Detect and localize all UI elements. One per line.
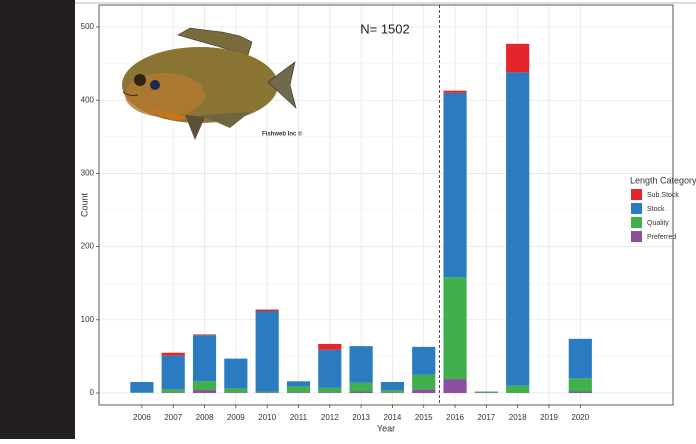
bar-segment (286, 386, 311, 393)
bar-segment (130, 392, 154, 393)
plot-border (98, 4, 674, 406)
bar-segment (474, 392, 498, 393)
legend-swatch (631, 203, 642, 214)
bar-segment (224, 392, 248, 393)
x-tick-label: 2012 (321, 413, 339, 422)
bar-segment (192, 334, 217, 336)
bar-segment (506, 72, 530, 386)
legend-label: Preferred (647, 234, 676, 241)
bar-segment (161, 389, 185, 393)
image-credit: Fishweb Inc © (262, 131, 303, 138)
y-tick-label: 300 (81, 168, 95, 177)
bar-segment (349, 382, 373, 392)
x-tick-label: 2013 (352, 413, 370, 422)
fish-eye (134, 74, 146, 86)
x-tick-label: 2011 (290, 413, 308, 422)
y-tick-label: 400 (81, 95, 95, 104)
bar-segment (506, 385, 530, 393)
bar-segment (380, 382, 405, 391)
y-tick-label: 200 (81, 242, 95, 251)
bar-segment (349, 346, 373, 383)
bar-segment (568, 378, 592, 392)
legend-swatch (631, 217, 642, 228)
y-axis-label: Count (79, 193, 89, 218)
pelvic-fin (185, 115, 205, 140)
x-tick-label: 2009 (227, 413, 245, 422)
y-tick-label: 100 (81, 315, 95, 324)
legend-label: Quality (647, 220, 669, 227)
bar-segment (286, 381, 311, 387)
bar-segment (506, 43, 530, 73)
x-tick-label: 2015 (415, 413, 433, 422)
x-tick-label: 2019 (540, 413, 558, 422)
fish-illustration: Fishweb Inc © (122, 27, 303, 140)
bar-segment (412, 346, 436, 375)
bar-segment (255, 391, 279, 393)
x-tick-label: 2014 (384, 413, 402, 422)
x-tick-label: 2007 (164, 413, 182, 422)
bar-segment (349, 391, 373, 393)
bar-segment (224, 388, 248, 393)
bar-segment (224, 358, 248, 389)
x-tick-label: 2020 (571, 413, 589, 422)
bar-segment (568, 391, 592, 393)
bar-segment (318, 343, 342, 350)
bar-segment (318, 392, 342, 393)
bar-segment (161, 352, 185, 356)
bar-segment (192, 381, 217, 391)
legend-swatch (631, 231, 642, 242)
annotation: N= 1502 (360, 21, 410, 36)
bar-segment (192, 335, 217, 382)
bar-segment (568, 338, 592, 379)
anal-fin (200, 112, 250, 128)
bar-segment (380, 390, 405, 393)
x-tick-label: 2016 (446, 413, 464, 422)
bar-segment (412, 374, 436, 390)
bar-segment (443, 90, 467, 93)
x-tick-label: 2006 (133, 413, 151, 422)
x-tick-label: 2010 (258, 413, 276, 422)
tail-fin (267, 61, 297, 109)
x-tick-label: 2018 (509, 413, 527, 422)
legend-swatch (631, 189, 642, 200)
legend-title: Length Category (630, 175, 696, 185)
fish-breast (150, 108, 190, 121)
bar-segment (318, 387, 342, 393)
bar-segment (286, 392, 311, 393)
x-tick-label: 2008 (196, 413, 214, 422)
legend-label: Sub.Stock (647, 192, 679, 199)
x-tick-label: 2017 (477, 413, 495, 422)
x-axis-label: Year (377, 423, 395, 433)
legend-label: Stock (647, 206, 665, 213)
bar-segment (443, 277, 467, 380)
fish-mouth (122, 91, 139, 97)
bar-segment (318, 349, 342, 388)
bar-segment (474, 391, 498, 393)
bar-segment (192, 390, 217, 393)
ear-spot (150, 80, 160, 90)
bar-segment (380, 392, 405, 393)
bar-segment (255, 309, 279, 312)
y-tick-label: 0 (90, 388, 95, 397)
bar-segment (130, 382, 154, 393)
bar-segment (161, 355, 185, 390)
bar-segment (255, 392, 279, 393)
fish-belly (125, 73, 205, 117)
bar-segment (255, 311, 279, 392)
bar-segment (412, 389, 436, 393)
side-panel (0, 0, 75, 439)
bar-segment (161, 392, 185, 393)
bar-segment (443, 92, 467, 278)
bar-segment (443, 379, 467, 393)
dorsal-fin (177, 27, 253, 56)
y-tick-label: 500 (81, 22, 95, 31)
